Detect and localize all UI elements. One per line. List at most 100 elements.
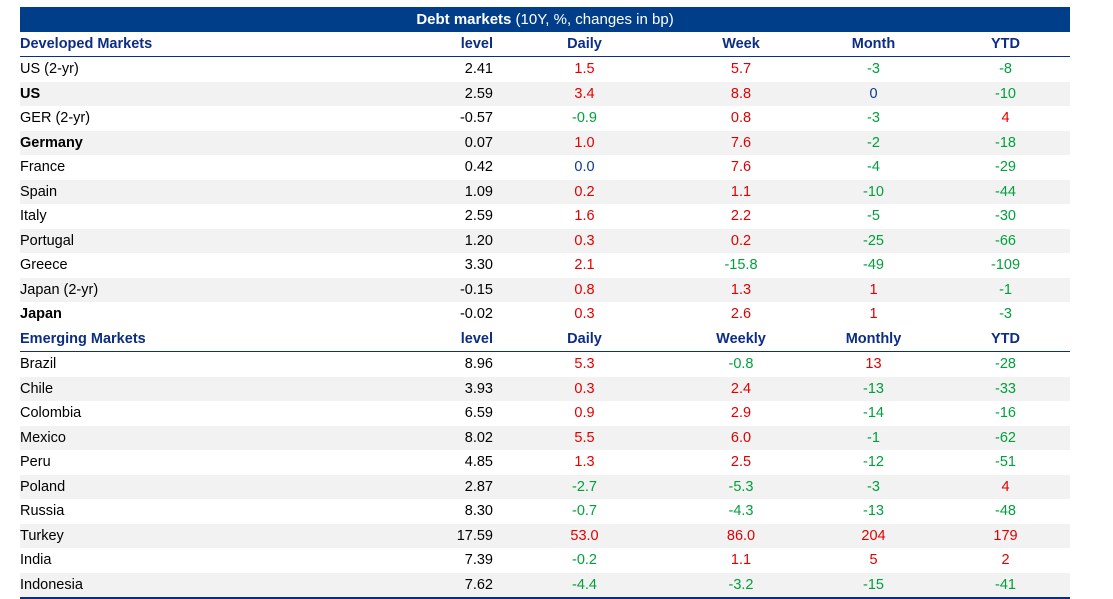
month-cell: -49: [863, 257, 884, 274]
column-header-week: Week: [676, 31, 806, 57]
level-cell: 3.93: [350, 376, 493, 401]
month-cell: 204: [806, 523, 941, 548]
level-cell: -0.15: [350, 277, 493, 302]
ytd-cell: -10: [941, 81, 1071, 106]
table-row: Japan (2-yr) -0.15 0.8 1.3 1 -1: [20, 277, 1071, 302]
ytd-cell: -18: [941, 130, 1071, 155]
ytd-cell: -66: [941, 228, 1071, 253]
market-name: Portugal: [20, 228, 350, 253]
market-name: Poland: [20, 474, 350, 499]
week-cell: 5.7: [730, 61, 752, 78]
daily-cell: 0.9: [574, 405, 595, 422]
daily-cell: 1.6: [574, 208, 595, 225]
ytd-cell: -41: [941, 572, 1071, 597]
level-cell: 0.42: [464, 159, 493, 176]
week-cell: 6.0: [676, 425, 806, 450]
month-cell: 1: [806, 277, 941, 302]
market-name: India: [20, 552, 52, 569]
daily-cell: 5.3: [574, 356, 595, 373]
emerging-header-row: Emerging Markets level Daily Weekly Monthly Y…: [20, 326, 1071, 352]
table-row: Italy 2.59 1.6 2.2 -5 -30: [20, 204, 1070, 229]
daily-cell: 0.3: [493, 228, 676, 253]
table-row: Germany 0.07 1.0 7.6 -2 -18: [20, 130, 1071, 155]
table-row: Portugal 1.20 0.3 0.2 -25 -66: [20, 228, 1071, 253]
market-name: US (2-yr): [20, 61, 79, 78]
daily-cell: 1.0: [493, 130, 676, 155]
daily-cell: 0.0: [574, 159, 595, 176]
market-name: US: [20, 81, 350, 106]
ytd-cell: -33: [941, 376, 1071, 401]
column-header-level: level: [350, 31, 493, 57]
month-cell: -12: [863, 454, 884, 471]
table-row: France 0.42 0.0 7.6 -4 -29: [20, 155, 1070, 180]
level-cell: 1.20: [350, 228, 493, 253]
ytd-cell: -8: [999, 61, 1012, 78]
month-cell: 0: [806, 81, 941, 106]
daily-cell: -4.4: [493, 572, 676, 597]
table-title-row: Debt markets (10Y, %, changes in bp): [20, 7, 1071, 32]
ytd-cell: 4: [941, 474, 1071, 499]
title-rest: (10Y, %, changes in bp): [511, 10, 674, 28]
level-cell: 4.85: [464, 454, 493, 471]
level-cell: -0.02: [459, 306, 493, 323]
column-header-month: Month: [806, 31, 941, 57]
daily-cell: 1.3: [574, 454, 595, 471]
month-cell: 1: [869, 306, 878, 323]
week-cell: 1.1: [676, 179, 806, 204]
ytd-cell: -28: [995, 356, 1016, 373]
level-cell: 2.87: [350, 474, 493, 499]
week-cell: 8.8: [676, 81, 806, 106]
month-cell: 13: [865, 356, 882, 373]
column-header-ytd: YTD: [941, 31, 1071, 57]
market-name: Brazil: [20, 356, 57, 373]
market-name: Italy: [20, 208, 47, 225]
level-cell: 8.96: [464, 356, 493, 373]
market-name: Germany: [20, 130, 350, 155]
month-cell: -5: [867, 208, 880, 225]
market-name: Russia: [20, 503, 65, 520]
week-cell: 2.5: [730, 454, 752, 471]
table-row: Mexico 8.02 5.5 6.0 -1 -62: [20, 425, 1071, 450]
market-name: Peru: [20, 454, 51, 471]
column-header-daily: Daily: [493, 31, 676, 57]
month-cell: -3: [806, 474, 941, 499]
month-cell: -13: [806, 376, 941, 401]
week-cell: 7.6: [676, 130, 806, 155]
level-cell: -0.57: [459, 110, 493, 127]
market-name: Mexico: [20, 425, 350, 450]
ytd-cell: -62: [941, 425, 1071, 450]
month-cell: -1: [806, 425, 941, 450]
market-name: France: [20, 159, 66, 176]
table-row: Poland 2.87 -2.7 -5.3 -3 4: [20, 474, 1071, 499]
week-cell: 0.8: [730, 110, 752, 127]
table-row: Japan -0.02 0.3 2.6 1 -3: [20, 302, 1070, 327]
table-row: Russia 8.30 -0.7 -4.3 -13 -48: [20, 499, 1070, 524]
table-row: US (2-yr) 2.41 1.5 5.7 -3 -8: [20, 57, 1070, 82]
market-name: Spain: [20, 179, 350, 204]
section-title: Emerging Markets: [20, 326, 350, 352]
daily-cell: 53.0: [493, 523, 676, 548]
daily-cell: -0.9: [572, 110, 597, 127]
week-cell: 2.6: [730, 306, 752, 323]
week-cell: 0.2: [676, 228, 806, 253]
week-cell: -4.3: [728, 503, 754, 520]
market-name: Greece: [20, 257, 68, 274]
week-cell: 1.3: [676, 277, 806, 302]
month-cell: -3: [867, 61, 880, 78]
table-row: Turkey 17.59 53.0 86.0 204 179: [20, 523, 1071, 548]
column-header-week: Weekly: [676, 326, 806, 352]
table-row: Spain 1.09 0.2 1.1 -10 -44: [20, 179, 1071, 204]
table-row: Colombia 6.59 0.9 2.9 -14 -16: [20, 401, 1070, 426]
table-row: India 7.39 -0.2 1.1 5 2: [20, 548, 1070, 573]
daily-cell: 0.3: [574, 306, 595, 323]
month-cell: -14: [863, 405, 884, 422]
daily-cell: -0.2: [572, 552, 597, 569]
level-cell: 7.62: [350, 572, 493, 597]
week-cell: 2.2: [730, 208, 752, 225]
level-cell: 1.09: [350, 179, 493, 204]
market-name: Colombia: [20, 405, 82, 422]
market-name: GER (2-yr): [20, 110, 91, 127]
section-title: Developed Markets: [20, 31, 350, 57]
ytd-cell: -48: [995, 503, 1016, 520]
ytd-cell: 2: [1001, 552, 1010, 569]
